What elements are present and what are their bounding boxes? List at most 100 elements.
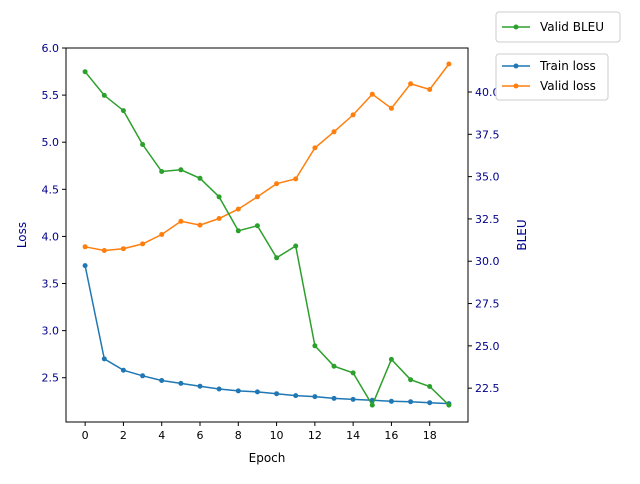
left-y-tick-label: 4.5 (42, 183, 60, 196)
legend-label-train-loss: Train loss (539, 59, 596, 73)
data-point-train-loss (312, 394, 318, 400)
data-point-valid-bleu (235, 228, 241, 234)
data-point-valid-bleu (140, 142, 146, 147)
x-axis-label: Epoch (249, 451, 286, 465)
data-point-valid-loss (101, 248, 107, 253)
data-point-train-loss (159, 378, 165, 383)
x-tick-label: 2 (120, 429, 127, 442)
data-point-train-loss (274, 391, 280, 397)
legend-marker-valid-bleu (513, 24, 519, 30)
left-y-axis: 2.5 3.0 3.5 4.0 4.5 5.0 5.5 6.0 (42, 42, 66, 385)
data-point-valid-bleu (216, 194, 222, 200)
data-point-train-loss (82, 263, 88, 269)
data-point-train-loss (216, 386, 222, 392)
right-y-tick-label: 27.5 (475, 298, 500, 311)
x-tick-label: 0 (82, 429, 89, 442)
data-point-valid-bleu (350, 370, 356, 376)
left-y-axis-label: Loss (15, 222, 29, 248)
data-point-valid-loss (427, 87, 433, 92)
data-point-train-loss (427, 400, 433, 406)
x-tick-label: 8 (235, 429, 242, 442)
x-tick-label: 10 (270, 429, 284, 442)
legend-box (495, 11, 621, 43)
data-point-valid-bleu (254, 223, 260, 229)
series-line-valid-loss (84, 63, 450, 252)
data-point-train-loss (293, 393, 299, 399)
data-point-valid-loss (159, 232, 165, 237)
x-tick-label: 14 (346, 429, 360, 442)
x-tick-label: 16 (384, 429, 398, 442)
data-point-valid-loss (388, 105, 394, 111)
data-point-valid-loss (331, 129, 337, 135)
x-tick-label: 6 (197, 429, 204, 442)
right-y-axis-label: BLEU (515, 219, 529, 250)
data-point-train-loss (101, 356, 107, 362)
x-axis: 0 2 4 6 8 10 12 14 16 18 (82, 422, 437, 442)
data-point-train-loss (331, 395, 337, 401)
data-point-train-loss (120, 367, 126, 373)
data-point-valid-bleu (369, 402, 375, 408)
left-y-tick-label: 3.5 (42, 278, 60, 291)
data-point-valid-bleu (159, 169, 165, 174)
data-point-valid-loss (350, 112, 356, 118)
data-point-valid-loss (197, 222, 203, 228)
data-point-valid-loss (293, 176, 299, 182)
data-point-valid-loss (446, 61, 452, 67)
data-point-valid-loss (178, 218, 184, 224)
data-point-valid-bleu (388, 356, 394, 362)
left-y-tick-label: 4.0 (42, 230, 60, 243)
right-y-tick-label: 25.0 (475, 340, 500, 353)
data-point-valid-loss (274, 181, 280, 187)
data-point-valid-loss (140, 241, 146, 247)
data-point-valid-bleu (120, 108, 126, 114)
data-point-valid-bleu (312, 343, 318, 349)
legend-marker-train-loss (513, 63, 519, 69)
data-point-valid-bleu (101, 92, 107, 98)
left-y-tick-label: 2.5 (42, 372, 60, 385)
series-line-valid-bleu (84, 71, 450, 407)
series-line-train-loss (84, 265, 449, 405)
right-y-tick-label: 22.5 (475, 382, 500, 395)
x-tick-label: 4 (158, 429, 165, 442)
data-point-train-loss (254, 389, 260, 395)
plot-marks (82, 61, 452, 408)
right-y-tick-label: 32.5 (475, 213, 500, 226)
x-tick-label: 18 (423, 429, 437, 442)
left-y-tick-label: 5.0 (42, 136, 60, 149)
data-point-valid-bleu (274, 255, 280, 261)
data-point-train-loss (408, 399, 414, 405)
legend-losses: Train loss Valid loss (495, 53, 609, 101)
left-y-tick-label: 3.0 (42, 325, 60, 338)
data-point-valid-bleu (197, 175, 203, 181)
data-point-valid-bleu (82, 69, 88, 75)
data-point-valid-loss (216, 216, 222, 221)
data-point-train-loss (388, 398, 394, 404)
right-y-tick-label: 37.5 (475, 128, 500, 141)
data-point-valid-bleu (178, 167, 184, 173)
legend-label-valid-bleu: Valid BLEU (540, 20, 604, 34)
data-point-valid-loss (312, 145, 318, 151)
data-point-valid-loss (82, 244, 88, 250)
x-tick-label: 12 (308, 429, 322, 442)
right-y-tick-label: 35.0 (475, 171, 500, 184)
legend-marker-valid-loss (513, 83, 519, 89)
data-point-valid-loss (120, 246, 126, 252)
data-point-valid-loss (369, 91, 375, 97)
right-y-tick-label: 40.0 (475, 86, 500, 99)
left-y-tick-label: 6.0 (42, 42, 60, 55)
data-point-valid-bleu (446, 402, 452, 408)
data-point-train-loss (140, 373, 146, 379)
left-y-tick-label: 5.5 (42, 89, 60, 102)
data-point-valid-bleu (408, 377, 414, 383)
data-point-valid-loss (408, 81, 414, 87)
data-point-valid-loss (254, 194, 260, 200)
data-point-train-loss (178, 380, 184, 386)
data-point-train-loss (350, 396, 356, 402)
right-y-tick-label: 30.0 (475, 255, 500, 268)
right-y-axis: 22.5 25.0 27.5 30.0 32.5 35.0 37.5 40.0 (468, 86, 500, 395)
plot-frame (65, 47, 469, 423)
legend-label-valid-loss: Valid loss (540, 79, 596, 93)
data-point-train-loss (235, 388, 241, 394)
